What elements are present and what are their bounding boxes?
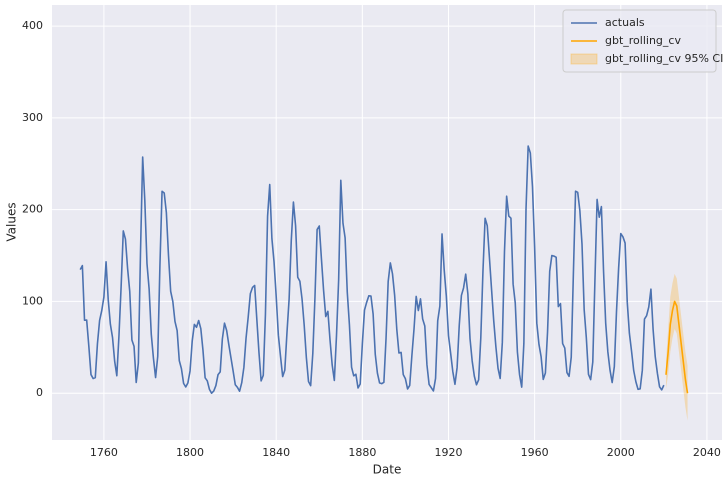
x-tick-label: 1840 [262, 446, 290, 459]
legend-label: actuals [605, 16, 645, 29]
x-tick-label: 2040 [693, 446, 721, 459]
x-tick-label: 1920 [434, 446, 462, 459]
y-axis-label: Values [5, 202, 19, 241]
x-axis-label: Date [373, 463, 402, 477]
legend: actuals gbt_rolling_cv gbt_rolling_cv 95% … [562, 9, 723, 73]
y-tick-label: 200 [22, 203, 43, 216]
line-series [79, 145, 665, 394]
x-tick-label: 1960 [521, 446, 549, 459]
x-tick-label: 1880 [348, 446, 376, 459]
x-tick-label: 1800 [176, 446, 204, 459]
labels: 1760 1800 1840 1880 1920 1960 2000 2040 0 100 200 3… [22, 19, 721, 459]
x-tick-label: 2000 [607, 446, 635, 459]
y-tick-label: 100 [22, 294, 43, 307]
legend-label: gbt_rolling_cv 95% CI [605, 52, 723, 65]
marks [79, 145, 689, 421]
x-tick-label: 1760 [90, 446, 118, 459]
legend-box [562, 9, 717, 73]
y-tick-label: 0 [36, 386, 43, 399]
line-series [665, 300, 689, 394]
ci-band [666, 273, 688, 421]
y-tick-label: 400 [22, 19, 43, 32]
y-tick-label: 300 [22, 111, 43, 124]
legend-label: gbt_rolling_cv [605, 34, 681, 47]
legend-swatch [570, 53, 598, 65]
